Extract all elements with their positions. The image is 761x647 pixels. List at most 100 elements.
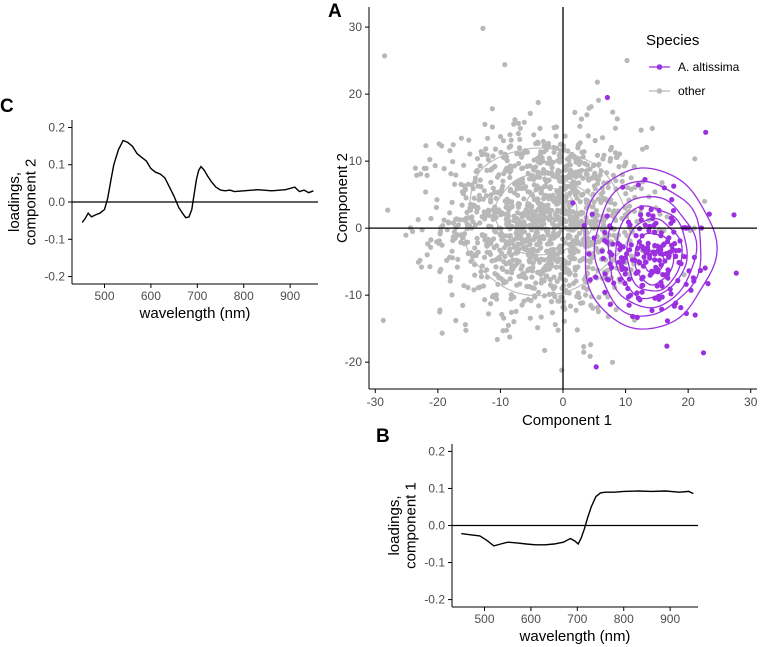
other-point (515, 131, 522, 137)
other-point (538, 221, 544, 227)
other-point (454, 216, 460, 222)
other-point (506, 144, 512, 151)
other-point (469, 202, 475, 208)
altissima-point (627, 247, 633, 253)
other-point (567, 303, 574, 309)
altissima-point (617, 276, 624, 282)
other-point (543, 226, 549, 232)
other-point (523, 184, 529, 190)
altissima-point (626, 276, 632, 282)
other-point (623, 191, 629, 197)
other-point (492, 163, 498, 169)
other-point (479, 214, 485, 220)
other-point (626, 203, 633, 209)
altissima-point (639, 283, 645, 289)
panel-c-y-tick-label: 0.1 (48, 158, 65, 172)
other-point (519, 302, 525, 308)
altissima-point (663, 251, 669, 257)
other-point (531, 132, 537, 138)
other-point (474, 235, 480, 241)
other-point (441, 166, 447, 172)
other-point (508, 137, 514, 143)
other-point (424, 252, 430, 258)
other-point (423, 143, 429, 149)
other-point (382, 53, 388, 59)
other-point (483, 193, 490, 199)
other-point (523, 207, 529, 213)
x-axis-title: Component 1 (522, 412, 612, 429)
other-point (548, 240, 554, 247)
other-point (508, 265, 515, 272)
other-point (659, 180, 665, 186)
panel-c-y-axis-title-line: loadings, (6, 172, 23, 232)
other-point (511, 163, 517, 169)
altissima-point (607, 301, 613, 307)
other-point (511, 213, 517, 219)
other-point (574, 327, 580, 333)
altissima-point (622, 255, 628, 261)
other-point (447, 148, 453, 154)
other-point (485, 157, 491, 163)
other-point (448, 171, 454, 177)
other-point (554, 278, 560, 284)
other-point (514, 282, 520, 288)
other-point (534, 230, 541, 236)
altissima-point (643, 248, 649, 254)
other-point (490, 216, 496, 222)
other-point (475, 205, 481, 211)
altissima-point (638, 217, 644, 223)
other-point (536, 289, 542, 295)
y-tick-label: -10 (345, 288, 363, 302)
other-point (450, 159, 456, 165)
other-point (576, 168, 582, 175)
other-point (535, 99, 541, 106)
altissima-point (604, 94, 611, 101)
other-point (578, 209, 584, 215)
altissima-point (570, 200, 576, 206)
other-point (449, 199, 455, 205)
panel-c-x-axis-title: wavelength (nm) (139, 305, 251, 322)
other-point (515, 120, 522, 126)
other-point (566, 282, 572, 288)
other-point (499, 186, 505, 192)
other-point (507, 334, 513, 340)
other-point (540, 138, 547, 145)
other-point (482, 233, 488, 239)
panel-b-x-tick-label: 600 (521, 612, 541, 626)
x-tick-label: 30 (744, 395, 758, 409)
other-point (551, 198, 557, 204)
other-point (493, 294, 499, 300)
other-point (380, 317, 386, 323)
legend: Species A. altissima other (646, 32, 740, 98)
other-point (594, 218, 601, 224)
other-point (609, 359, 616, 365)
altissima-point (667, 286, 673, 292)
other-point (449, 292, 455, 298)
y-tick-label: 20 (349, 87, 363, 101)
altissima-point (692, 312, 698, 318)
other-point (451, 229, 457, 235)
panel-label-b: B (376, 426, 390, 447)
other-point (557, 154, 564, 160)
other-point (638, 186, 645, 192)
altissima-point (649, 307, 655, 314)
other-point (488, 167, 494, 173)
panel-b-x-tick-label: 700 (567, 612, 587, 626)
altissima-point (666, 254, 672, 260)
other-point (447, 210, 453, 216)
other-point (574, 293, 580, 299)
other-point (519, 273, 525, 279)
other-point (521, 229, 528, 235)
other-point (437, 309, 443, 315)
altissima-point (651, 222, 657, 228)
other-point (561, 277, 567, 283)
other-point (428, 215, 434, 222)
other-point (452, 181, 458, 187)
altissima-point (628, 242, 634, 248)
panel-b-y-axis-title-line: loadings, (386, 495, 403, 555)
other-point (555, 207, 561, 213)
altissima-point (602, 271, 608, 277)
altissima-point (593, 274, 599, 280)
other-point (482, 297, 488, 303)
other-contour (493, 173, 596, 256)
